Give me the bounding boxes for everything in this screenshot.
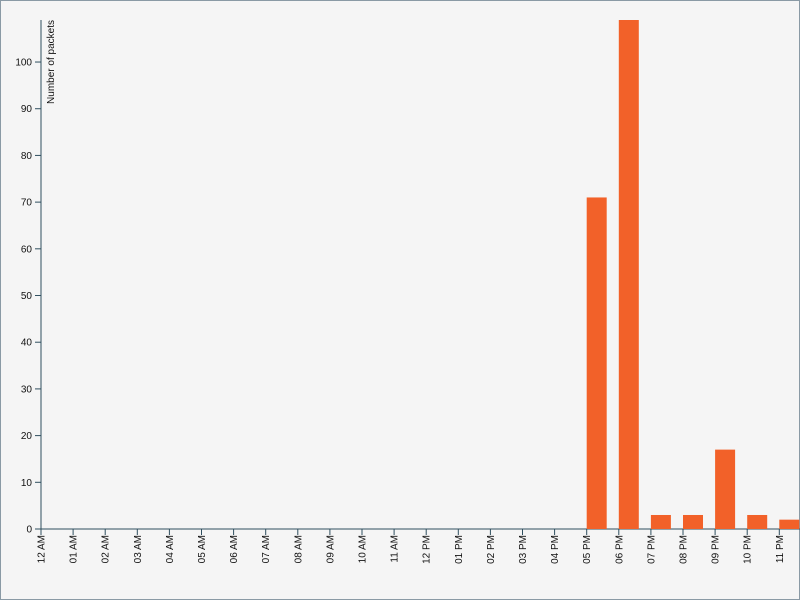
x-tick-label: 10 PM xyxy=(743,535,754,564)
y-tick-label: 100 xyxy=(15,58,32,69)
bar xyxy=(650,514,671,529)
y-tick-label: 20 xyxy=(21,431,33,442)
bar xyxy=(779,519,800,529)
x-tick-label: 10 AM xyxy=(358,535,369,563)
x-tick-label: 02 PM xyxy=(486,535,497,564)
x-tick-label: 08 PM xyxy=(679,535,690,564)
x-tick-label: 08 AM xyxy=(293,535,304,563)
x-tick-label: 12 PM xyxy=(422,535,433,564)
bar xyxy=(618,20,639,529)
y-tick-label: 30 xyxy=(21,384,33,395)
y-tick-label: 0 xyxy=(26,525,32,536)
x-tick-label: 04 AM xyxy=(165,535,176,563)
x-tick-label: 05 AM xyxy=(197,535,208,563)
y-tick-label: 50 xyxy=(21,291,33,302)
y-tick-label: 10 xyxy=(21,478,33,489)
x-tick-label: 06 AM xyxy=(229,535,240,563)
x-tick-label: 09 AM xyxy=(325,535,336,563)
x-tick-label: 09 PM xyxy=(711,535,722,564)
x-tick-label: 03 PM xyxy=(518,535,529,564)
bar xyxy=(586,197,607,530)
x-tick-label: 05 PM xyxy=(582,535,593,564)
y-axis-label: Number of packets xyxy=(46,20,57,104)
y-tick-label: 90 xyxy=(21,104,33,115)
x-tick-label: 02 AM xyxy=(101,535,112,563)
x-tick-label: 07 AM xyxy=(261,535,272,563)
x-tick-label: 06 PM xyxy=(614,535,625,564)
x-tick-label: 07 PM xyxy=(646,535,657,564)
x-tick-label: 03 AM xyxy=(133,535,144,563)
y-tick-label: 40 xyxy=(21,338,33,349)
x-tick-label: 01 AM xyxy=(69,535,80,563)
x-tick-label: 04 PM xyxy=(550,535,561,564)
bar xyxy=(747,514,768,529)
x-tick-label: 11 PM xyxy=(775,535,786,563)
bar xyxy=(683,514,703,529)
bar xyxy=(715,449,736,529)
y-tick-label: 80 xyxy=(21,151,33,162)
y-tick-label: 60 xyxy=(21,244,33,255)
x-tick-label: 12 AM xyxy=(37,535,48,563)
y-tick-label: 70 xyxy=(21,198,33,209)
x-tick-label: 11 AM xyxy=(390,535,401,563)
x-tick-label: 01 PM xyxy=(454,535,465,564)
